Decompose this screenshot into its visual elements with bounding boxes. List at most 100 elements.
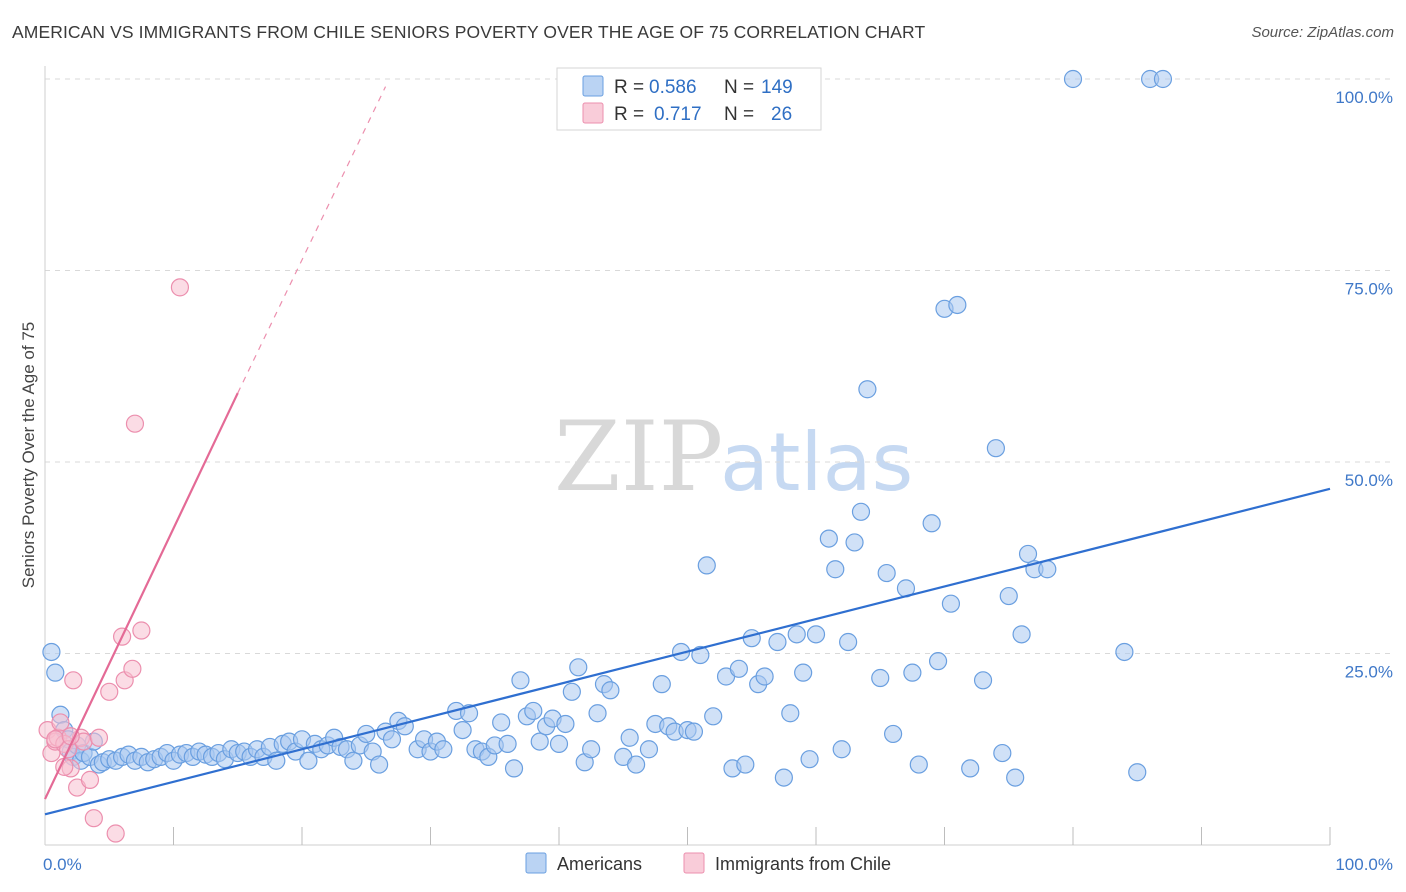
chile-point-8 [64,671,83,690]
americans-point-113 [774,768,793,787]
americans-point-149 [1128,763,1147,782]
americans-point-76 [511,671,530,690]
americans-point-108 [736,755,755,774]
americans-point-93 [626,755,646,774]
americans-point-111 [755,667,774,686]
y-axis-label: Seniors Poverty Over the Age of 75 [19,322,38,588]
americans-point-115 [787,625,806,644]
americans-point-1 [46,663,65,682]
legend-r-value-americans: 0.586 [649,77,697,98]
americans-point-78 [524,701,543,721]
americans-point-83 [556,714,575,734]
americans-point-117 [800,750,819,769]
americans-point-139 [986,439,1006,458]
americans-point-138 [973,671,993,690]
americans-point-79 [530,732,549,751]
americans-point-92 [620,728,639,747]
legend-n-value-chile: 26 [771,104,792,125]
americans-point-85 [569,658,588,677]
legend-r-label-chile: R = [614,104,644,125]
watermark-zip: ZIP [554,401,723,513]
chile-trend-extension [237,86,387,394]
americans-point-122 [839,632,858,652]
legend-swatch-americans [582,75,604,97]
grid-lines [45,78,1390,654]
chile-point-13 [84,809,103,828]
bottom-legend-swatch-americans [525,852,547,874]
americans-point-65 [434,740,453,759]
chile-points [38,278,190,843]
americans-point-87 [582,740,601,759]
legend-r-value-chile: 0.717 [654,104,702,125]
y-tick-label-0: 100.0% [1335,88,1393,107]
americans-point-147 [1063,69,1083,89]
americans-point-121 [832,740,851,759]
americans-point-124 [851,502,871,521]
y-tick-label-1: 75.0% [1345,280,1393,299]
americans-point-131 [909,755,928,774]
trend-lines [44,86,1331,816]
americans-point-109 [742,629,761,648]
americans-point-132 [922,514,941,533]
chile-point-19 [123,659,142,678]
americans-point-133 [928,652,948,671]
axes [44,66,1331,846]
americans-point-148 [1115,642,1134,662]
americans-point-75 [504,759,524,778]
americans-point-102 [691,645,710,665]
bottom-legend-swatch-chile [683,852,705,874]
americans-point-136 [948,295,967,315]
tick-labels: 100.0% 75.0% 50.0% 25.0% 0.0% 100.0% [43,88,1393,874]
bottom-legend-label-chile: Immigrants from Chile [715,854,891,874]
x-tick-label-0: 0.0% [43,855,82,874]
americans-point-74 [498,734,517,753]
americans-points [42,69,1173,787]
americans-point-127 [877,563,896,583]
americans-point-104 [704,707,723,726]
legend-n-value-americans: 149 [761,77,793,98]
y-tick-label-3: 25.0% [1345,663,1393,682]
americans-point-135 [941,594,961,613]
americans-point-96 [652,675,671,694]
americans-point-141 [999,586,1018,606]
americans-point-52 [344,751,363,770]
americans-point-119 [819,529,838,548]
legend-n-label-americans: N = [724,77,754,98]
americans-point-101 [684,722,704,741]
americans-point-90 [601,681,620,700]
legend-n-label-chile: N = [724,104,754,125]
source-label: Source: ZipAtlas.com [1251,24,1394,41]
bottom-legend-label-americans: Americans [557,854,642,874]
americans-point-120 [826,560,845,579]
bottom-legend: Americans Immigrants from Chile [525,852,891,874]
americans-point-67 [453,720,472,740]
americans-point-146 [1038,560,1057,579]
americans-point-84 [562,682,581,701]
americans-point-112 [768,632,787,652]
americans-point-107 [729,659,749,678]
americans-point-143 [1012,625,1031,644]
americans-point-82 [549,734,569,753]
americans-point-88 [588,704,607,723]
americans-point-151 [1153,69,1173,89]
americans-point-60 [395,717,414,736]
chile-point-15 [100,682,119,701]
legend-swatch-chile [582,102,604,124]
legend: R = 0.586 N = 149 R = 0.717 N = 26 [556,67,822,131]
americans-point-123 [845,533,864,552]
chile-trend-line [44,392,239,800]
americans-point-0 [42,642,61,662]
americans-point-125 [858,380,877,399]
americans-point-116 [794,663,813,682]
chart-title: AMERICAN VS IMMIGRANTS FROM CHILE SENIOR… [12,22,926,42]
chile-point-4 [51,713,70,732]
americans-point-56 [370,755,389,774]
chile-point-16 [106,824,125,843]
americans-point-137 [961,759,980,778]
americans-point-58 [382,730,402,749]
y-tick-label-2: 50.0% [1345,471,1393,490]
chile-point-21 [132,621,151,640]
chile-point-20 [125,414,145,433]
americans-point-45 [299,751,318,770]
